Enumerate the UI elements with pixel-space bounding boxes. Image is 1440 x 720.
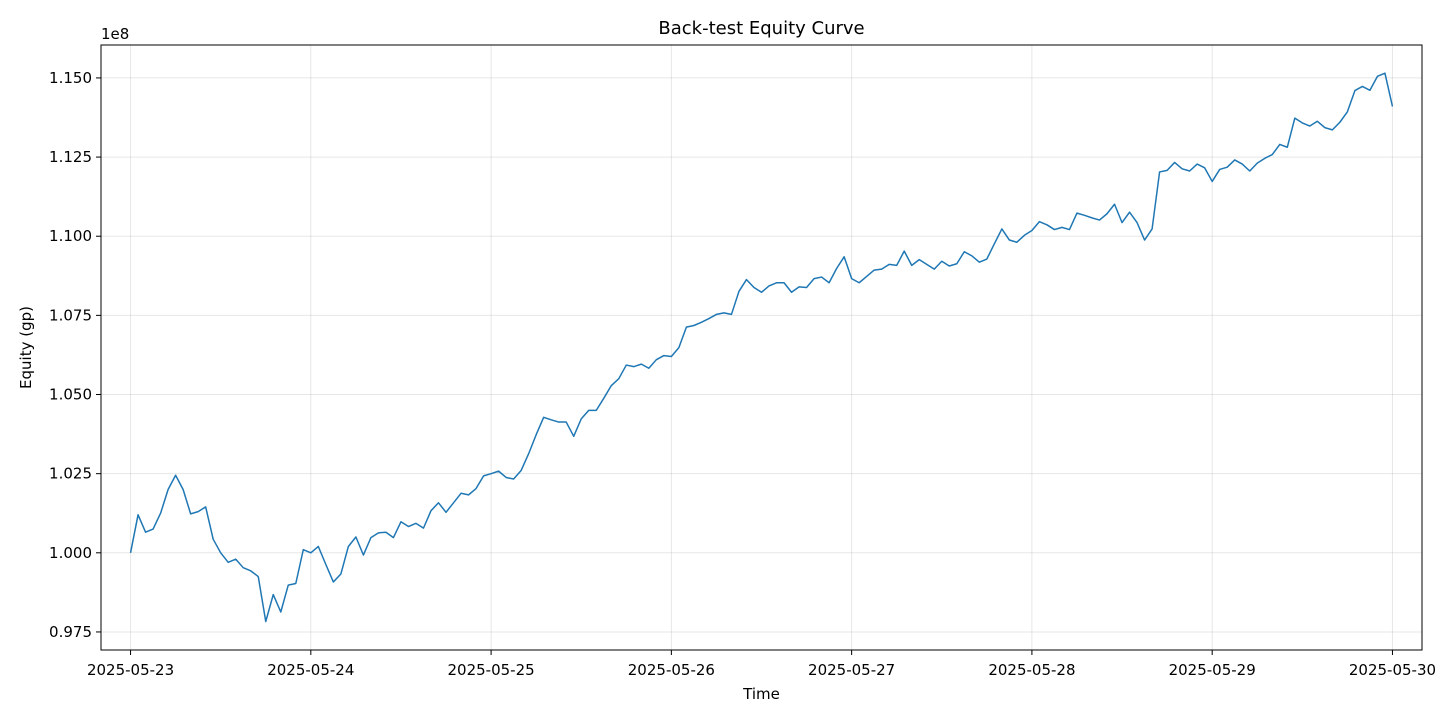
plot-frame — [100, 44, 1423, 651]
x-tick-label: 2025-05-23 — [87, 661, 174, 679]
y-tick-label: 1.100 — [49, 227, 92, 245]
x-tick-label: 2025-05-27 — [808, 661, 895, 679]
y-offset-label: 1e8 — [101, 25, 129, 43]
series-layer — [129, 72, 1394, 623]
x-tick-label: 2025-05-28 — [988, 661, 1075, 679]
ticks: 2025-05-23 2025-05-24 2025-05-25 2025-05-26… — [49, 69, 1436, 679]
y-tick-label: 1.050 — [49, 386, 92, 404]
y-tick-label: 1.150 — [49, 69, 92, 87]
y-tick-label: 1.125 — [49, 148, 92, 166]
chart-title: Back-test Equity Curve — [658, 18, 864, 39]
x-axis-label: Time — [742, 685, 780, 703]
y-tick-label: 0.975 — [49, 623, 92, 641]
y-axis-label: Equity (gp) — [17, 306, 35, 389]
grid — [101, 45, 1422, 650]
x-tick-label: 2025-05-29 — [1169, 661, 1256, 679]
x-tick-label: 2025-05-30 — [1349, 661, 1436, 679]
y-tick-label: 1.025 — [49, 465, 92, 483]
x-tick-label: 2025-05-26 — [628, 661, 715, 679]
y-tick-label: 1.000 — [49, 544, 92, 562]
y-tick-label: 1.075 — [49, 306, 92, 324]
x-tick-label: 2025-05-25 — [447, 661, 534, 679]
equity-series-line — [129, 72, 1394, 623]
x-tick-label: 2025-05-24 — [267, 661, 354, 679]
